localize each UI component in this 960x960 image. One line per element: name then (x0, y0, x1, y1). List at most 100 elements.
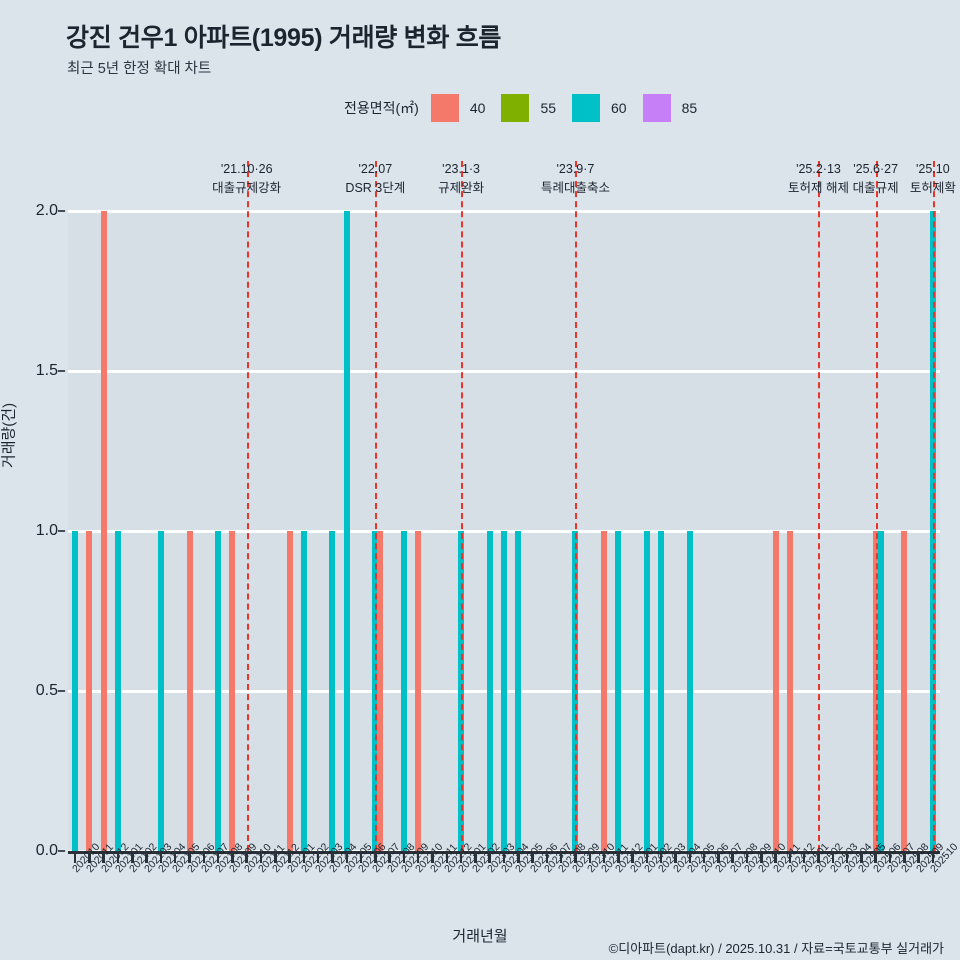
bar[interactable] (772, 531, 779, 851)
legend-label-40: 40 (469, 100, 486, 116)
bar[interactable] (157, 531, 164, 851)
bar[interactable] (100, 211, 107, 851)
y-tick-mark (58, 370, 65, 372)
annotation-labels: '21.10·26 대출규제강화 '22.07 DSR 3단계 '23.1·3 규제완화 '… (68, 160, 956, 208)
x-tick-mark (674, 851, 677, 863)
x-tick-mark (116, 851, 120, 863)
x-tick-mark (316, 851, 320, 863)
annotation-label-202502: '25.2·13 토허제 해제 (788, 160, 849, 198)
x-tick-mark (788, 851, 792, 863)
x-tick-mark (231, 851, 234, 863)
x-tick-mark (388, 851, 391, 863)
bar[interactable] (72, 531, 79, 851)
credit-note: ©디아파트(dapt.kr) / 2025.10.31 / 자료=국토교통부 실… (608, 941, 944, 956)
bar[interactable] (486, 531, 493, 851)
annotation-date: '25.6·27 (853, 162, 899, 176)
x-tick-mark (860, 851, 863, 863)
annotation-desc: 토허제확 (909, 181, 956, 195)
bar[interactable] (329, 531, 336, 851)
x-tick-mark (845, 851, 849, 863)
annotation-date: '25.10 (916, 162, 950, 176)
bar[interactable] (786, 531, 793, 851)
bar[interactable] (415, 531, 422, 851)
x-tick-mark (102, 851, 105, 863)
bar[interactable] (686, 531, 693, 851)
annotation-desc: DSR 3단계 (345, 181, 406, 195)
bar[interactable] (877, 531, 884, 851)
gridline (68, 369, 940, 373)
bar[interactable] (901, 531, 908, 851)
x-tick-mark (331, 851, 334, 863)
x-tick-mark (131, 851, 134, 863)
bar[interactable] (186, 531, 193, 851)
legend-item-60[interactable]: 60 (572, 94, 643, 122)
x-tick-mark (559, 851, 563, 863)
legend-swatch-85 (642, 94, 671, 122)
bar[interactable] (300, 531, 307, 851)
x-tick-mark (145, 851, 148, 863)
x-tick-mark (702, 851, 706, 863)
x-tick-mark (745, 851, 749, 863)
y-axis: 0.0 0.5 1.0 1.5 2.0 (0, 202, 58, 859)
bar[interactable] (86, 531, 93, 851)
x-axis-title: 거래년월 (452, 928, 508, 945)
x-tick-mark (574, 851, 577, 863)
x-tick-mark (188, 851, 191, 863)
x-tick-mark (459, 851, 463, 863)
bar[interactable] (377, 531, 384, 851)
legend-title: 전용면적(㎡) (344, 100, 419, 116)
legend-label-85: 85 (681, 100, 698, 116)
x-tick-mark (602, 851, 606, 863)
bar[interactable] (615, 531, 622, 851)
x-tick-mark (502, 851, 506, 863)
x-tick-mark (645, 851, 649, 863)
bar[interactable] (515, 531, 522, 851)
bar[interactable] (643, 531, 650, 851)
x-tick-mark (659, 851, 663, 863)
bar[interactable] (929, 211, 936, 851)
page-title: 강진 건우1 아파트(1995) 거래량 변화 흐름 (66, 24, 502, 52)
x-tick-mark (302, 851, 306, 863)
x-tick-mark (917, 851, 920, 863)
bar[interactable] (215, 531, 222, 851)
annotation-desc: 특례대출축소 (540, 181, 610, 195)
annotation-date: '22.07 (358, 162, 393, 176)
x-tick-mark (874, 851, 877, 863)
bar[interactable] (458, 531, 465, 851)
legend-swatch-60 (572, 94, 601, 122)
annotation-date: '23.1·3 (442, 162, 481, 176)
bar[interactable] (601, 531, 608, 851)
bar[interactable] (658, 531, 665, 851)
legend-label-55: 55 (540, 100, 557, 116)
x-tick-mark (216, 851, 220, 863)
x-tick-mark (545, 851, 549, 863)
bar[interactable] (501, 531, 507, 851)
x-tick-mark (760, 851, 763, 863)
x-tick-mark (274, 851, 277, 863)
annotation-date: '23.9·7 (556, 162, 595, 176)
bar[interactable] (229, 531, 236, 851)
annotation-label-202510: '25.10 토허제확 (910, 160, 956, 198)
bar[interactable] (400, 531, 407, 851)
x-tick-mark (159, 851, 163, 863)
legend-label-60: 60 (611, 100, 627, 116)
bar[interactable] (343, 211, 350, 851)
x-tick-mark (288, 851, 291, 863)
x-tick-mark (245, 851, 248, 863)
x-tick-mark (173, 851, 177, 863)
legend-item-85[interactable]: 85 (642, 94, 714, 122)
chart-subtitle: 최근 5년 한정 확대 차트 (67, 61, 212, 77)
x-tick-mark (517, 851, 520, 863)
y-tick-label: 2.0 (35, 202, 58, 219)
bar[interactable] (286, 531, 293, 851)
plot-area (68, 209, 940, 853)
bar[interactable] (572, 531, 579, 851)
annotation-desc: 규제완화 (438, 181, 485, 195)
annotation-label-202506: '25.6·27 대출규제 (853, 160, 899, 198)
x-tick-mark (359, 851, 363, 863)
bar[interactable] (115, 531, 122, 851)
x-tick-mark (817, 851, 820, 863)
legend-item-40[interactable]: 40 (430, 94, 502, 122)
legend-item-55[interactable]: 55 (501, 94, 572, 122)
